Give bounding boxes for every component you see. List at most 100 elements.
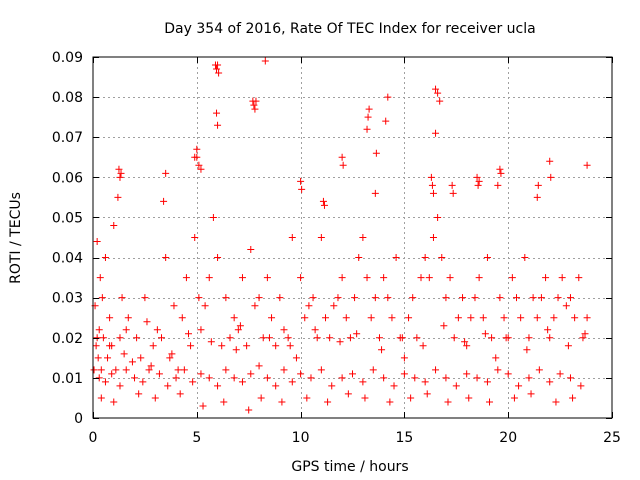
- x-axis-label: GPS time / hours: [291, 459, 408, 475]
- data-point: [533, 193, 541, 201]
- data-point: [272, 382, 280, 390]
- data-point: [97, 394, 105, 402]
- data-point: [284, 334, 292, 342]
- data-point: [311, 326, 319, 334]
- data-point: [371, 294, 379, 302]
- data-point: [558, 274, 566, 282]
- data-point: [575, 274, 583, 282]
- data-point: [330, 302, 338, 310]
- data-point: [449, 189, 457, 197]
- data-point: [533, 314, 541, 322]
- data-point: [326, 334, 334, 342]
- data-point: [413, 334, 421, 342]
- data-point: [172, 374, 180, 382]
- data-point: [268, 314, 276, 322]
- data-point: [320, 201, 328, 209]
- data-point: [338, 374, 346, 382]
- data-point: [214, 121, 222, 129]
- data-point: [434, 213, 442, 221]
- data-point: [141, 294, 149, 302]
- data-point: [305, 302, 313, 310]
- data-point: [473, 173, 481, 181]
- data-point: [189, 378, 197, 386]
- data-point: [452, 382, 460, 390]
- data-point: [479, 314, 487, 322]
- data-point: [137, 354, 145, 362]
- data-point: [454, 314, 462, 322]
- data-point: [236, 322, 244, 330]
- data-point: [542, 274, 550, 282]
- y-axis-label: ROTI / TECUs: [8, 192, 24, 284]
- data-point: [546, 334, 554, 342]
- data-point: [118, 294, 126, 302]
- data-point: [378, 346, 386, 354]
- data-point: [195, 161, 203, 169]
- data-point: [230, 314, 238, 322]
- data-point: [388, 314, 396, 322]
- data-point: [429, 234, 437, 241]
- data-point: [218, 342, 226, 350]
- data-point: [143, 318, 151, 326]
- data-point: [544, 326, 552, 334]
- y-tick-label: 0.06: [52, 170, 83, 186]
- data-point: [442, 294, 450, 302]
- data-point: [112, 366, 120, 374]
- data-point: [554, 294, 562, 302]
- x-tick-label: 15: [395, 430, 413, 446]
- data-point: [564, 342, 572, 350]
- data-point: [583, 161, 591, 169]
- data-point: [380, 274, 388, 282]
- data-point: [187, 342, 195, 350]
- data-point: [349, 370, 356, 378]
- data-point: [361, 394, 369, 402]
- data-point: [486, 398, 494, 406]
- data-point: [116, 382, 124, 390]
- data-point: [419, 342, 427, 350]
- data-point: [534, 181, 542, 189]
- data-point: [365, 105, 373, 113]
- data-point: [180, 366, 188, 374]
- data-point: [527, 390, 535, 398]
- data-point: [238, 378, 246, 386]
- data-point: [334, 294, 342, 302]
- data-point: [95, 326, 103, 334]
- data-point: [529, 294, 537, 302]
- data-point: [255, 362, 263, 370]
- data-point: [513, 294, 521, 302]
- data-point: [475, 274, 483, 282]
- data-point: [133, 334, 141, 342]
- data-point: [324, 398, 332, 406]
- data-point: [117, 169, 125, 177]
- data-point: [569, 394, 577, 402]
- data-point: [336, 338, 344, 346]
- data-point: [234, 326, 242, 334]
- data-point: [384, 294, 392, 302]
- data-point: [131, 374, 139, 382]
- data-point: [222, 366, 230, 374]
- data-point: [566, 374, 574, 382]
- data-point: [339, 161, 347, 169]
- data-point: [351, 294, 359, 302]
- data-point: [581, 330, 589, 338]
- data-point: [515, 382, 523, 390]
- data-point: [263, 374, 271, 382]
- data-point: [263, 274, 271, 282]
- data-point: [496, 165, 504, 173]
- data-point: [166, 354, 174, 362]
- data-point: [405, 314, 413, 322]
- data-point: [537, 294, 545, 302]
- data-point: [128, 358, 136, 366]
- data-point: [122, 366, 130, 374]
- data-point: [174, 366, 182, 374]
- data-point: [139, 378, 147, 386]
- data-point: [579, 334, 587, 342]
- data-point: [184, 330, 192, 338]
- data-point: [417, 274, 425, 282]
- data-point: [448, 181, 456, 189]
- data-point: [286, 342, 294, 350]
- data-point: [176, 390, 184, 398]
- data-point: [583, 314, 591, 322]
- data-point: [494, 181, 502, 189]
- data-point: [313, 334, 321, 342]
- data-point: [297, 177, 305, 185]
